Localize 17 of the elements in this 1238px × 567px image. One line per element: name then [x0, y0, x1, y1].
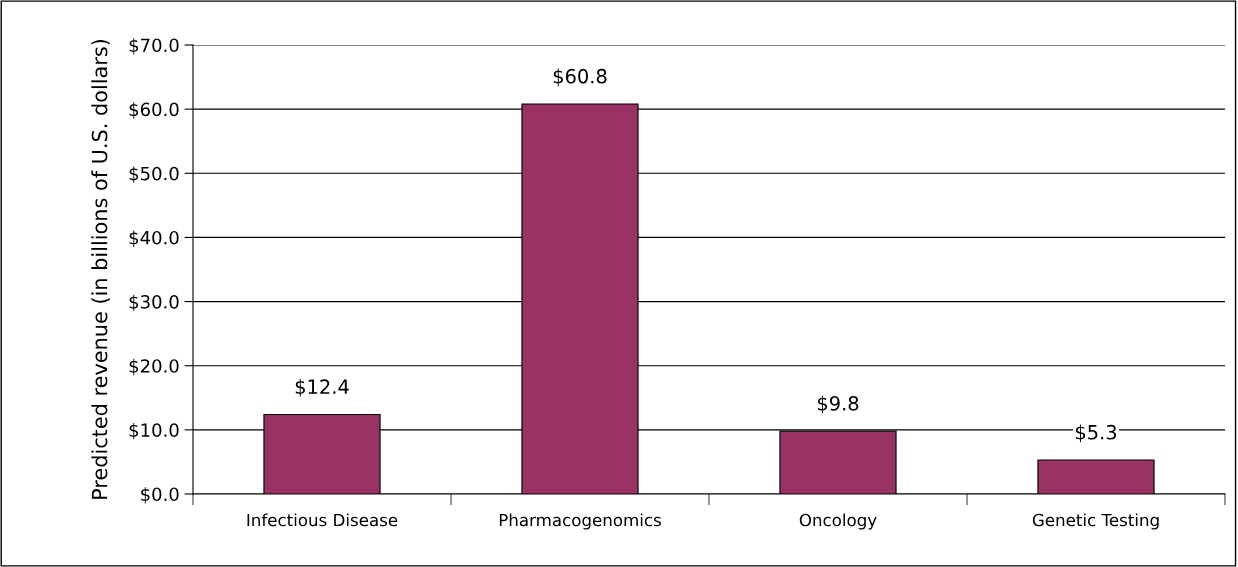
x-tick-label: Infectious Disease — [247, 513, 398, 527]
y-tick-label: $40.0 — [129, 230, 179, 247]
data-label: $5.3 — [1075, 424, 1117, 443]
x-tick-label: Genetic Testing — [1032, 513, 1159, 530]
data-label: $60.8 — [553, 68, 607, 87]
y-tick-label: $50.0 — [129, 166, 179, 183]
x-tick-label: Pharmacogenomics — [499, 513, 661, 530]
y-tick-label: $30.0 — [129, 294, 179, 312]
y-tick-label: $60.0 — [129, 102, 179, 119]
y-tick-label: $70.0 — [129, 38, 179, 55]
y-tick-label: $10.0 — [129, 423, 179, 440]
data-label: $9.8 — [817, 395, 859, 414]
x-tick-label: Oncology — [799, 513, 877, 530]
y-tick-label: $0.0 — [141, 487, 179, 504]
y-axis-title: Predicted revenue (in billions of U.S. dollars) — [91, 39, 110, 499]
data-label: $12.4 — [295, 378, 349, 397]
y-tick-label: $20.0 — [129, 358, 179, 376]
